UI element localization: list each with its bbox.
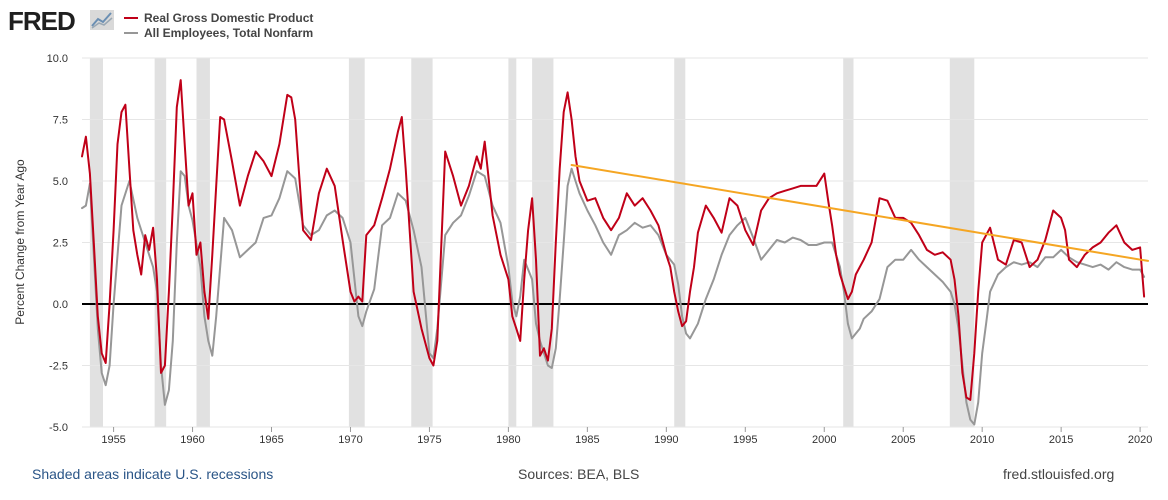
y-tick-label-0: -5.0 <box>49 422 68 434</box>
x-tick-label-4: 1975 <box>417 434 441 446</box>
y-tick-label-4: 5.0 <box>53 176 68 188</box>
x-tick-labels: 1955 1960 1965 1970 1975 1980 1985 1990 1995 2000… <box>101 427 1152 446</box>
y-tick-label-5: 7.5 <box>53 115 68 127</box>
y-tick-label-3: 2.5 <box>53 238 68 250</box>
x-tick-label-8: 1995 <box>733 434 757 446</box>
y-tick-label-6: 10.0 <box>47 53 68 65</box>
recession-note: Shaded areas indicate U.S. recessions <box>32 466 274 482</box>
line-chart-icon <box>90 10 114 30</box>
gridlines <box>82 57 1148 428</box>
legend-swatch-employees <box>124 32 138 34</box>
x-tick-label-0: 1955 <box>101 434 125 446</box>
legend-item-gdp[interactable]: Real Gross Domestic Product <box>124 11 313 26</box>
series-line-gdp <box>81 79 1146 401</box>
x-tick-label-1: 1960 <box>180 434 204 446</box>
x-tick-label-9: 2000 <box>812 434 836 446</box>
x-tick-label-7: 1990 <box>654 434 678 446</box>
x-tick-label-5: 1980 <box>496 434 520 446</box>
legend-item-employees[interactable]: All Employees, Total Nonfarm <box>124 26 313 41</box>
y-tick-label-1: -2.5 <box>49 361 68 373</box>
trend-line <box>570 164 1149 262</box>
series-line-employees <box>81 167 1146 426</box>
x-tick-label-13: 2020 <box>1128 434 1152 446</box>
chart-area[interactable]: -5.0 -2.5 0.0 2.5 5.0 7.5 10.0 1955 1960 1965 197… <box>0 48 1168 448</box>
y-tick-label-2: 0.0 <box>53 299 68 311</box>
x-tick-label-2: 1965 <box>259 434 283 446</box>
site-link[interactable]: fred.stlouisfed.org <box>1003 466 1115 482</box>
legend-label-employees: All Employees, Total Nonfarm <box>144 26 314 40</box>
x-tick-label-11: 2010 <box>970 434 994 446</box>
x-tick-label-12: 2015 <box>1049 434 1073 446</box>
legend-swatch-gdp <box>124 17 138 19</box>
fred-logo[interactable]: FRED <box>8 6 76 36</box>
x-tick-label-10: 2005 <box>891 434 915 446</box>
y-tick-labels: -5.0 -2.5 0.0 2.5 5.0 7.5 10.0 <box>47 53 68 434</box>
x-tick-label-6: 1985 <box>575 434 599 446</box>
legend: Real Gross Domestic Product All Employee… <box>124 11 313 41</box>
x-tick-label-3: 1970 <box>338 434 362 446</box>
sources-text: Sources: BEA, BLS <box>518 466 640 482</box>
header: FRED Real Gross Domestic Product All Emp… <box>0 0 1168 48</box>
legend-label-gdp: Real Gross Domestic Product <box>144 11 314 25</box>
series-lines <box>81 79 1149 426</box>
